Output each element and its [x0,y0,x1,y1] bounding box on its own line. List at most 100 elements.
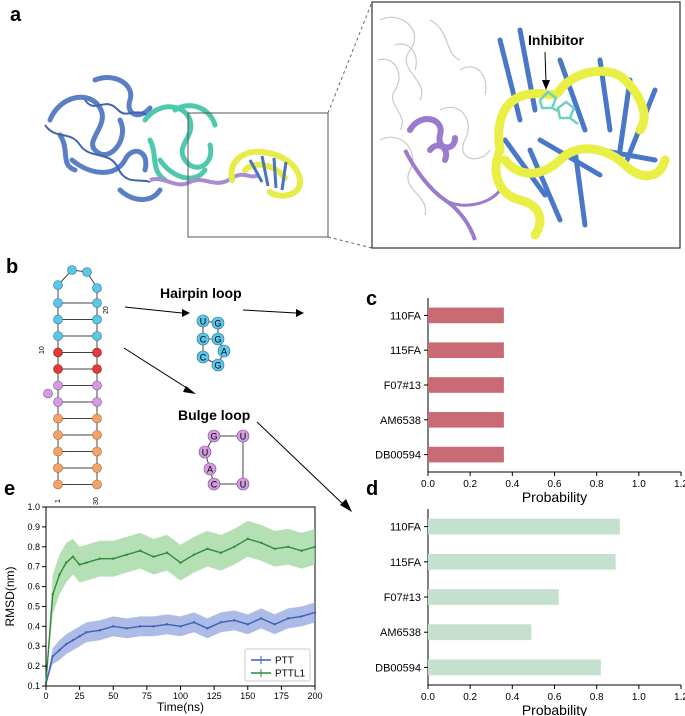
hairpin-nucleotide [217,344,231,358]
nucleotide [92,413,102,424]
blue-loop [84,99,151,119]
nucleotide [53,397,63,407]
data-point [98,629,102,632]
x-tick-label: 50 [108,691,118,701]
nucleotide [92,364,102,374]
panel-letter-c: c [366,288,378,310]
x-tick-label: 0.2 [463,479,477,490]
x-tick-label: 0.0 [421,692,435,703]
y-axis-label: RMSD(nm) [3,567,17,627]
data-point [125,627,128,630]
x-tick-label: 0.8 [590,692,604,703]
nucleotide [92,463,102,473]
nucleotide [53,280,63,290]
series-line-ptt [45,611,316,685]
x-tick-label: 1.2 [674,692,685,703]
data-point [85,561,88,564]
grey-protein-outline [377,16,491,216]
bar [428,446,504,463]
purple-loop-zoom [444,189,502,207]
nucleotide [53,331,63,341]
data-point [219,551,223,554]
bulge-nucleotide [236,477,250,491]
bulge-nucleotide [207,429,221,443]
rna-backbone [228,148,304,199]
legend-label: PTTL1 [275,669,305,680]
nucleotide [43,388,53,399]
bar [428,624,532,641]
data-point [51,654,54,658]
data-point [206,627,209,630]
nucleotide [92,397,102,407]
data-point [44,682,48,686]
nucleotide [53,463,63,473]
nucleotide [53,347,63,358]
data-point [300,549,303,552]
bulge-nucleotide [198,445,212,459]
arrow-to-chart-c [242,309,297,314]
nucleotide [53,479,63,490]
rmsd-chart-e: 0 25 50 75 100 125 150 175 200 0.1 0.2 0.3 0.4 0.5 0.6… [3,502,323,714]
data-point [165,623,169,626]
series-line-pttl1 [45,538,316,683]
bulge-nucleotide-label: A [207,465,213,475]
y-tick-label: 0.2 [27,661,40,671]
hairpin-nucleotide [196,332,210,346]
bulge-nucleotide-label: G [210,432,217,442]
purple-strand [149,172,260,187]
bulge-nucleotide-label: C [211,480,218,490]
inhibitor-arrow-head [542,80,550,90]
arrow-to-bulge-head [183,386,196,394]
hairpin-nucleotide-label: U [200,317,207,327]
data-point [246,623,249,626]
hairpin-nucleotide-label: A [221,347,227,357]
category-label: AM6538 [380,415,421,427]
rna-ribbon-zoom [491,66,670,240]
data-point [192,553,196,556]
bar [428,518,620,535]
arrow-to-chart-d-head [340,499,352,512]
x-tick-label: 0.4 [505,692,519,703]
x-tick-label: 25 [75,691,85,701]
nucleotide [82,267,92,277]
bulge-nucleotide [236,429,250,443]
rna-secondary-structure: 10 20 1 30 [39,265,110,505]
bar [428,377,504,393]
hairpin-nucleotide [211,316,225,330]
arrow-to-hairpin-head [182,309,190,317]
data-point [58,649,61,652]
index-label-30: 30 [93,497,100,505]
data-point [260,617,263,620]
data-point [58,573,61,576]
nucleotide [53,364,63,374]
bar [428,411,504,428]
arrow-to-chart-c-head [296,309,304,317]
data-point [179,625,182,628]
data-point [313,545,317,548]
x-tick-label: 150 [240,691,255,701]
y-tick-label: 1.0 [27,502,40,512]
x-tick-label: 0.2 [463,692,477,703]
nucleotide [92,430,102,440]
bulge-nucleotide [203,462,217,476]
teal-helix [157,157,208,181]
inhibitor-arrow [544,51,547,83]
nucleotide [53,380,63,391]
bar [428,589,559,605]
y-tick-label: 0.9 [27,522,40,532]
zoom-connector-top [327,1,373,114]
data-point [138,549,142,552]
data-point [152,625,155,628]
data-point [64,561,68,564]
y-tick-label: 0.3 [27,641,40,651]
x-tick-label: 0.4 [505,479,519,490]
hairpin-nucleotide [211,358,225,372]
data-point [286,545,290,548]
category-label: F07#13 [384,592,421,604]
data-point [112,625,115,628]
bar [428,553,616,570]
category-label: AM6538 [380,627,421,639]
y-tick-label: 0.6 [27,582,40,592]
category-label: DB00594 [375,450,421,462]
x-tick-label: 100 [173,691,188,701]
